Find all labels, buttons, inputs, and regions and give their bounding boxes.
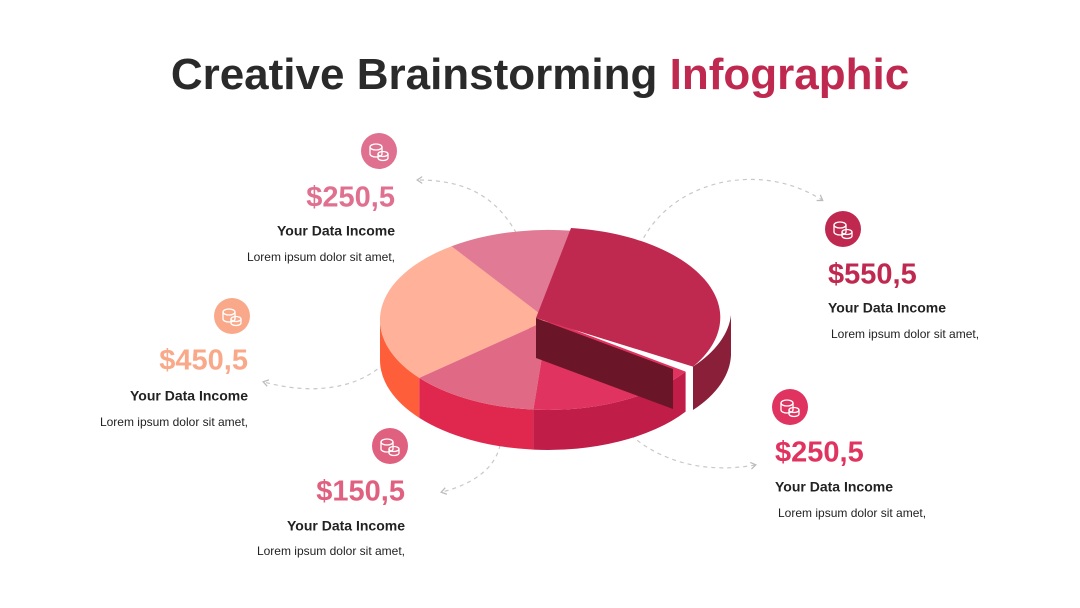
coin-stack [841,232,853,240]
item: $250,5 Your Data Income Lorem ipsum dolor … [247,133,397,264]
coin-stack [230,319,242,327]
description: Lorem ipsum dolor sit amet, [831,327,979,341]
coin-stack [788,410,800,418]
label: Your Data Income [775,479,893,495]
item: $550,5 Your Data Income Lorem ipsum dolor … [825,211,979,341]
value: $450,5 [159,345,248,377]
coin-stack [388,449,400,457]
item: $250,5 Your Data Income Lorem ipsum dolor … [772,389,926,520]
label: Your Data Income [130,388,248,404]
coin-stack [380,442,394,453]
icon-circle [372,428,408,464]
description: Lorem ipsum dolor sit amet, [100,415,248,429]
pie [379,228,731,450]
coin-stack [780,403,794,414]
icon-circle [825,211,861,247]
coin-icon [222,308,242,327]
coin-stack [369,147,383,158]
description: Lorem ipsum dolor sit amet, [247,250,395,264]
value: $150,5 [316,476,405,508]
label: Your Data Income [287,518,405,534]
description: Lorem ipsum dolor sit amet, [778,506,926,520]
label: Your Data Income [277,223,395,239]
value: $250,5 [775,437,864,469]
label: Your Data Income [828,300,946,316]
connectors [262,176,824,495]
coin-icon [833,221,853,240]
icon-circle [214,298,250,334]
coin-stack [833,225,847,236]
item: $150,5 Your Data Income Lorem ipsum dolor … [257,428,408,558]
value: $250,5 [306,182,395,214]
title: Creative Brainstorming Infographic [171,50,909,99]
value: $550,5 [828,259,917,291]
item: $450,5 Your Data Income Lorem ipsum dolor … [100,298,250,429]
coin-icon [780,399,800,418]
icon-circle [361,133,397,169]
coin-stack [377,154,389,162]
items: $250,5 Your Data Income Lorem ipsum dolor … [100,133,979,558]
coin-icon [369,143,389,162]
title-highlight: Infographic [670,50,910,99]
description: Lorem ipsum dolor sit amet, [257,544,405,558]
coin-stack [222,312,236,323]
icon-circle [772,389,808,425]
coin-icon [380,438,400,457]
title-main: Creative Brainstorming [171,50,658,99]
